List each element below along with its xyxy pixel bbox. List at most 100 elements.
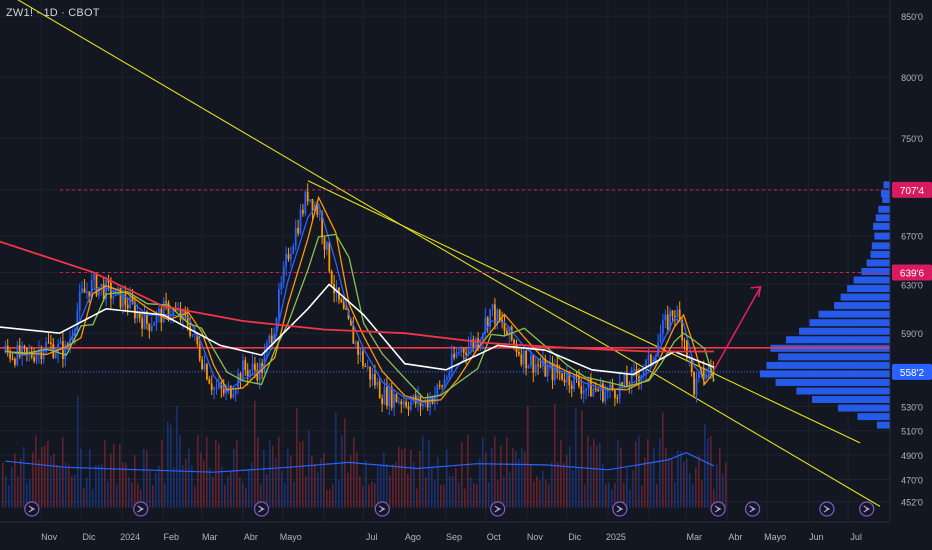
volume-bar <box>554 403 556 508</box>
candle-body <box>580 386 583 394</box>
volume-profile-bar <box>838 404 890 412</box>
candle-body <box>611 384 614 391</box>
candle-body <box>357 341 360 355</box>
volume-bar <box>158 465 160 508</box>
volume-bar <box>725 462 727 508</box>
volume-bar <box>401 449 403 508</box>
candle-body <box>508 326 511 336</box>
volume-profile-bar <box>870 250 890 258</box>
volume-bar <box>389 475 391 508</box>
volume-bar <box>425 476 427 508</box>
volume-bar <box>662 412 664 508</box>
volume-bar <box>164 482 166 508</box>
volume-bar <box>176 406 178 508</box>
candle-body <box>206 364 208 380</box>
volume-bar <box>689 473 691 508</box>
volume-bar <box>374 483 376 508</box>
event-marker-icon[interactable] <box>133 501 149 517</box>
candle-body <box>402 401 405 405</box>
volume-bar <box>329 489 331 508</box>
volume-profile-bar <box>861 267 890 275</box>
volume-bar <box>404 447 406 508</box>
candle-body <box>184 310 187 316</box>
price-axis-label: 470'0 <box>901 476 923 486</box>
candle-body <box>330 271 333 285</box>
candle-body <box>234 389 237 395</box>
event-marker-icon[interactable] <box>374 501 390 517</box>
candle-body <box>462 348 465 353</box>
candle-body <box>674 316 676 318</box>
volume-bar <box>362 486 364 508</box>
volume-bar <box>410 449 412 508</box>
volume-bar <box>698 455 700 508</box>
candle-body <box>491 304 494 310</box>
candle-body <box>472 339 475 347</box>
volume-profile-bar <box>766 361 890 369</box>
candle-body <box>196 332 199 345</box>
candle-body <box>268 335 271 344</box>
volume-bar <box>542 470 544 508</box>
candle-body <box>513 339 516 345</box>
volume-bar <box>530 463 532 508</box>
candle-body <box>659 333 662 344</box>
candle-body <box>578 376 580 387</box>
event-marker-icon[interactable] <box>490 501 506 517</box>
volume-bar <box>704 423 706 508</box>
volume-bar <box>557 461 559 508</box>
candle-body <box>359 351 362 355</box>
volume-bar <box>260 484 262 508</box>
volume-bar <box>560 439 562 508</box>
time-axis-label: Nov <box>527 532 544 542</box>
candle-body <box>232 394 235 398</box>
volume-bar <box>539 480 541 508</box>
candle-body <box>705 374 708 379</box>
candle-body <box>616 397 619 399</box>
candle-body <box>256 370 259 381</box>
volume-bar <box>665 448 667 508</box>
candle-body <box>6 345 9 352</box>
volume-bar <box>323 453 325 508</box>
event-marker-icon[interactable] <box>744 501 761 517</box>
time-axis-label: Feb <box>164 532 180 542</box>
volume-bar <box>137 483 139 508</box>
candle-body <box>460 348 463 353</box>
volume-bar <box>479 458 481 508</box>
volume-bar <box>98 464 100 508</box>
volume-bar <box>257 437 259 508</box>
candle-body <box>698 372 700 379</box>
event-marker-icon[interactable] <box>819 501 835 517</box>
candle-body <box>191 334 194 336</box>
volume-profile-bar <box>840 293 890 301</box>
candle-body <box>93 274 96 280</box>
volume-bar <box>359 476 361 508</box>
event-marker-icon[interactable] <box>710 501 726 517</box>
candle-body <box>364 365 367 367</box>
volume-bar <box>533 481 535 508</box>
candle-body <box>597 389 600 392</box>
forecast-arrowhead <box>750 285 762 297</box>
candle-body <box>177 309 180 311</box>
candle-body <box>551 362 554 381</box>
volume-bar <box>269 440 271 508</box>
candle-body <box>95 274 98 296</box>
volume-bar <box>656 484 658 508</box>
event-marker-icon[interactable] <box>859 501 875 517</box>
candle-body <box>381 398 384 405</box>
volume-bar <box>140 489 142 508</box>
volume-bar <box>17 476 19 508</box>
candle-body <box>302 209 304 214</box>
volume-bar <box>92 489 94 508</box>
candle-body <box>273 333 276 343</box>
candle-body <box>167 302 170 317</box>
candle-body <box>50 342 52 344</box>
volume-profile-bar <box>878 205 890 213</box>
event-marker-icon[interactable] <box>612 501 628 517</box>
candle-body <box>146 311 148 324</box>
candle-body <box>482 333 484 341</box>
volume-profile-bar <box>775 378 890 386</box>
event-marker-icon[interactable] <box>253 501 270 517</box>
event-marker-icon[interactable] <box>24 501 40 517</box>
price-axis-label: 590'0 <box>901 329 923 339</box>
